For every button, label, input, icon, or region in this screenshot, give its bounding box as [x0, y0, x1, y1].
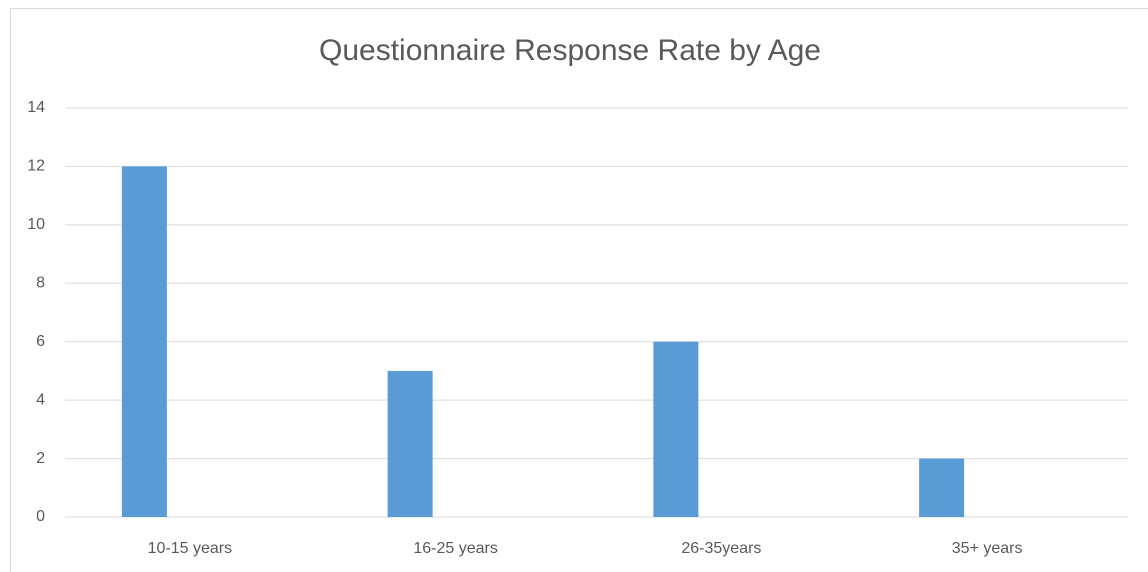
y-tick-label: 14 [27, 99, 45, 116]
y-tick-label: 12 [27, 158, 45, 175]
y-tick-label: 8 [36, 275, 45, 292]
bar [121, 166, 167, 517]
chart-frame [10, 8, 1148, 572]
chart-title: Questionnaire Response Rate by Age [319, 34, 821, 67]
bar [653, 341, 699, 517]
bar [919, 458, 965, 517]
x-tick-label: 35+ years [952, 540, 1023, 557]
bar [387, 370, 433, 517]
y-tick-label: 4 [36, 391, 45, 408]
x-tick-label: 16-25 years [413, 540, 498, 557]
y-tick-label: 0 [36, 508, 45, 525]
y-tick-label: 6 [36, 333, 45, 350]
y-tick-label: 2 [36, 450, 45, 467]
x-tick-label: 26-35years [681, 540, 761, 557]
y-tick-label: 10 [27, 216, 45, 233]
x-tick-label: 10-15 years [148, 540, 233, 557]
